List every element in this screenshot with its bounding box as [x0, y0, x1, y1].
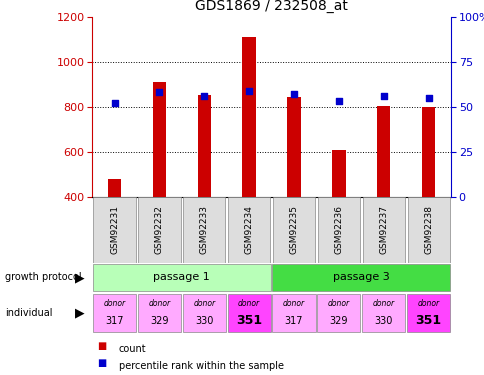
FancyBboxPatch shape	[317, 197, 359, 262]
Text: donor: donor	[372, 299, 394, 308]
FancyBboxPatch shape	[227, 197, 270, 262]
Text: 329: 329	[150, 315, 168, 326]
Point	[334, 99, 342, 105]
FancyBboxPatch shape	[93, 264, 270, 291]
Text: ■: ■	[97, 358, 106, 368]
Text: individual: individual	[5, 308, 52, 318]
Bar	[152, 82, 166, 197]
FancyBboxPatch shape	[93, 294, 136, 332]
Bar	[332, 150, 345, 197]
Text: 330: 330	[195, 315, 213, 326]
FancyBboxPatch shape	[138, 197, 180, 262]
FancyBboxPatch shape	[362, 197, 404, 262]
FancyBboxPatch shape	[272, 197, 315, 262]
Text: 317: 317	[105, 315, 123, 326]
Title: GDS1869 / 232508_at: GDS1869 / 232508_at	[195, 0, 348, 13]
Text: percentile rank within the sample: percentile rank within the sample	[119, 361, 283, 371]
Point	[110, 100, 118, 106]
Text: ▶: ▶	[75, 307, 85, 320]
Bar	[242, 37, 256, 197]
Text: GSM92231: GSM92231	[110, 205, 119, 254]
FancyBboxPatch shape	[137, 294, 181, 332]
FancyBboxPatch shape	[362, 294, 405, 332]
Bar	[197, 94, 211, 197]
FancyBboxPatch shape	[407, 197, 449, 262]
FancyBboxPatch shape	[317, 294, 360, 332]
FancyBboxPatch shape	[182, 294, 226, 332]
Point	[245, 88, 253, 94]
Text: 351: 351	[236, 314, 262, 327]
Text: passage 1: passage 1	[153, 273, 210, 282]
Text: ■: ■	[97, 341, 106, 351]
Bar	[376, 106, 390, 197]
Text: donor: donor	[327, 299, 349, 308]
FancyBboxPatch shape	[272, 294, 315, 332]
Text: donor: donor	[417, 299, 439, 308]
Text: 330: 330	[374, 315, 392, 326]
Point	[200, 93, 208, 99]
Text: GSM92235: GSM92235	[289, 205, 298, 254]
Text: GSM92233: GSM92233	[199, 205, 209, 254]
Text: GSM92236: GSM92236	[333, 205, 343, 254]
FancyBboxPatch shape	[227, 294, 270, 332]
Point	[155, 90, 163, 96]
FancyBboxPatch shape	[93, 197, 136, 262]
FancyBboxPatch shape	[272, 264, 449, 291]
Text: GSM92234: GSM92234	[244, 205, 253, 254]
Text: count: count	[119, 344, 146, 354]
Text: donor: donor	[282, 299, 304, 308]
Text: 329: 329	[329, 315, 348, 326]
FancyBboxPatch shape	[406, 294, 449, 332]
Point	[424, 95, 432, 101]
Text: donor: donor	[148, 299, 170, 308]
FancyBboxPatch shape	[183, 197, 225, 262]
Text: ▶: ▶	[75, 271, 85, 284]
Text: donor: donor	[238, 299, 260, 308]
Bar	[287, 97, 300, 197]
Text: donor: donor	[193, 299, 215, 308]
Bar	[421, 107, 435, 197]
Text: 317: 317	[284, 315, 302, 326]
Point	[289, 91, 297, 97]
Text: growth protocol: growth protocol	[5, 273, 81, 282]
Text: GSM92232: GSM92232	[154, 205, 164, 254]
Bar	[107, 179, 121, 197]
Text: 351: 351	[415, 314, 441, 327]
Text: passage 3: passage 3	[332, 273, 389, 282]
Text: GSM92238: GSM92238	[423, 205, 432, 254]
Point	[379, 93, 387, 99]
Text: donor: donor	[103, 299, 125, 308]
Text: GSM92237: GSM92237	[378, 205, 388, 254]
